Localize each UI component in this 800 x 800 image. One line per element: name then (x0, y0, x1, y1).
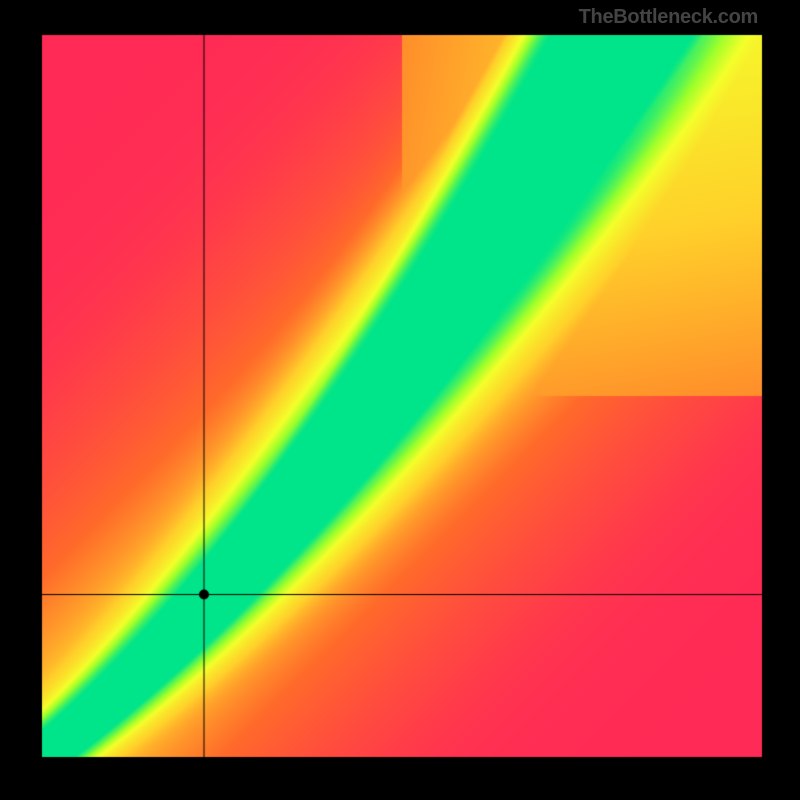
chart-container: TheBottleneck.com (0, 0, 800, 800)
heatmap-canvas (0, 0, 800, 800)
